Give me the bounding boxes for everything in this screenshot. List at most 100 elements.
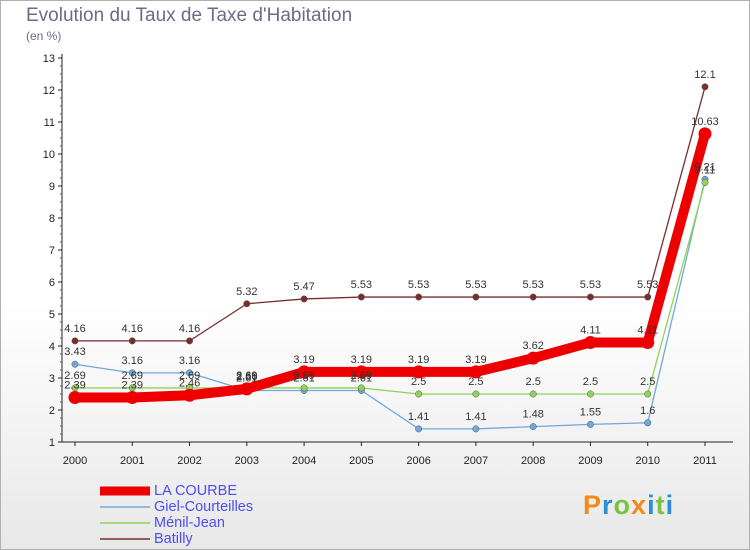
data-label: 2.69: [179, 370, 200, 382]
data-label: 5.53: [351, 279, 372, 291]
legend-item-menil-jean: Ménil-Jean: [100, 515, 253, 531]
legend-label-la-courbe: LA COURBE: [154, 483, 237, 499]
data-point: [297, 365, 311, 379]
y-tick-label: 12: [43, 85, 55, 97]
data-label: 4.16: [179, 323, 200, 335]
data-label: 3.19: [408, 354, 429, 366]
x-tick-label: 2007: [464, 455, 488, 467]
data-label: 3.16: [122, 355, 143, 367]
x-tick-label: 2010: [635, 455, 659, 467]
data-label: 2.66: [236, 371, 257, 383]
data-point: [71, 360, 79, 368]
data-point: [125, 391, 139, 405]
data-label: 3.43: [64, 346, 85, 358]
data-label: 3.19: [293, 354, 314, 366]
data-label: 2.5: [411, 376, 426, 388]
y-tick-label: 5: [49, 309, 55, 321]
x-tick-label: 2009: [578, 455, 602, 467]
data-label: 1.48: [522, 409, 543, 421]
x-tick-label: 2011: [693, 455, 717, 467]
data-point: [68, 391, 82, 405]
data-point: [472, 293, 480, 301]
data-label: 4.11: [580, 324, 601, 336]
data-label: 2.69: [236, 370, 257, 382]
data-label: 3.19: [465, 354, 486, 366]
data-point: [357, 384, 365, 392]
data-point: [71, 337, 79, 345]
data-label: 5.53: [637, 279, 658, 291]
data-point: [472, 390, 480, 398]
data-point: [469, 365, 483, 379]
legend-label-menil-jean: Ménil-Jean: [154, 515, 225, 531]
data-label: 2.5: [468, 376, 483, 388]
y-tick-label: 9: [49, 181, 55, 193]
y-tick-label: 2: [49, 405, 55, 417]
data-label: 9.11: [695, 164, 716, 176]
data-point: [529, 423, 537, 431]
x-tick-label: 2005: [349, 455, 373, 467]
data-label: 5.53: [580, 279, 601, 291]
series-line-giel-courteilles: [74, 178, 706, 430]
data-point: [300, 384, 308, 392]
data-label: 2.61: [351, 372, 372, 384]
x-tick-label: 2002: [177, 455, 201, 467]
data-label: 4.16: [64, 323, 85, 335]
data-label: 3.19: [351, 354, 372, 366]
y-tick-label: 1: [49, 437, 55, 449]
data-point: [701, 83, 709, 91]
data-point: [186, 369, 193, 377]
data-label: 2.5: [583, 376, 598, 388]
data-point: [243, 300, 251, 308]
data-point: [587, 390, 594, 398]
y-tick-label: 6: [49, 277, 55, 289]
data-label: 5.47: [293, 281, 314, 293]
data-label: 4.11: [637, 324, 658, 336]
data-point: [641, 335, 655, 349]
data-point: [644, 419, 652, 427]
data-label: 2.61: [236, 372, 257, 384]
x-tick-label: 2006: [406, 455, 430, 467]
data-point: [186, 337, 193, 345]
data-label: 9.21: [694, 161, 715, 173]
y-tick-label: 13: [43, 53, 55, 65]
data-label: 12.1: [694, 69, 715, 81]
x-tick-label: 2001: [120, 455, 144, 467]
data-point: [128, 337, 136, 345]
legend-item-giel-courteilles: Giel-Courteilles: [100, 499, 253, 515]
x-tick-label: 2008: [521, 455, 545, 467]
data-label: 5.53: [408, 279, 429, 291]
data-label: 2.69: [293, 370, 314, 382]
data-label: 5.53: [522, 279, 543, 291]
y-tick-label: 10: [43, 149, 55, 161]
data-point: [644, 390, 652, 398]
data-point: [526, 351, 540, 365]
data-point: [644, 293, 652, 301]
data-label: 2.46: [179, 377, 200, 389]
data-label: 1.41: [408, 411, 429, 423]
data-label: 10.63: [691, 116, 719, 128]
legend-label-batilly: Batilly: [154, 531, 193, 547]
data-point: [183, 388, 197, 402]
data-label: 1.41: [465, 411, 486, 423]
data-point: [701, 179, 709, 186]
data-label: 2.69: [122, 370, 143, 382]
data-label: 2.69: [351, 370, 372, 382]
data-point: [357, 293, 365, 301]
data-point: [587, 420, 594, 428]
data-point: [529, 293, 537, 301]
data-point: [412, 365, 426, 379]
y-tick-label: 7: [49, 245, 55, 257]
data-label: 3.62: [522, 340, 543, 352]
data-label: 2.5: [526, 376, 541, 388]
data-label: 5.53: [465, 279, 486, 291]
y-tick-label: 3: [49, 373, 55, 385]
data-point: [698, 127, 712, 141]
data-label: 3.16: [179, 355, 200, 367]
data-point: [583, 335, 597, 349]
legend-item-batilly: Batilly: [100, 531, 253, 547]
data-label: 2.5: [640, 376, 655, 388]
data-label: 2.39: [64, 380, 85, 392]
data-point: [415, 293, 423, 301]
y-tick-label: 8: [49, 213, 55, 225]
